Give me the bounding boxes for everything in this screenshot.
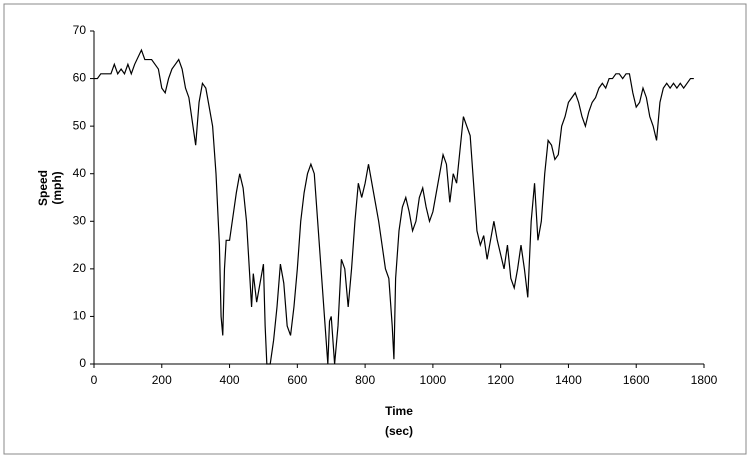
- x-tick-label: 0: [91, 373, 98, 387]
- y-tick-label: 0: [79, 356, 86, 370]
- x-tick-label: 1400: [555, 373, 582, 387]
- x-tick-label: 1800: [691, 373, 718, 387]
- x-tick-label: 1000: [420, 373, 447, 387]
- x-label: Time: [385, 404, 413, 418]
- y-tick-label: 50: [73, 118, 87, 132]
- y-tick-label: 10: [73, 309, 87, 323]
- x-tick-label: 600: [287, 373, 307, 387]
- x-label: (sec): [385, 424, 413, 438]
- y-label: Speed: [36, 170, 50, 206]
- y-label: (mph): [50, 171, 64, 204]
- chart-border: [3, 3, 747, 455]
- x-tick-label: 400: [220, 373, 240, 387]
- y-tick-label: 60: [73, 71, 87, 85]
- speed-line: [94, 48, 694, 365]
- x-tick-label: 800: [355, 373, 375, 387]
- y-tick-label: 70: [73, 23, 87, 37]
- y-tick-label: 20: [73, 261, 87, 275]
- x-tick-label: 1200: [487, 373, 514, 387]
- y-tick-label: 40: [73, 166, 87, 180]
- x-tick-label: 200: [152, 373, 172, 387]
- x-tick-label: 1600: [623, 373, 650, 387]
- y-tick-label: 30: [73, 213, 87, 227]
